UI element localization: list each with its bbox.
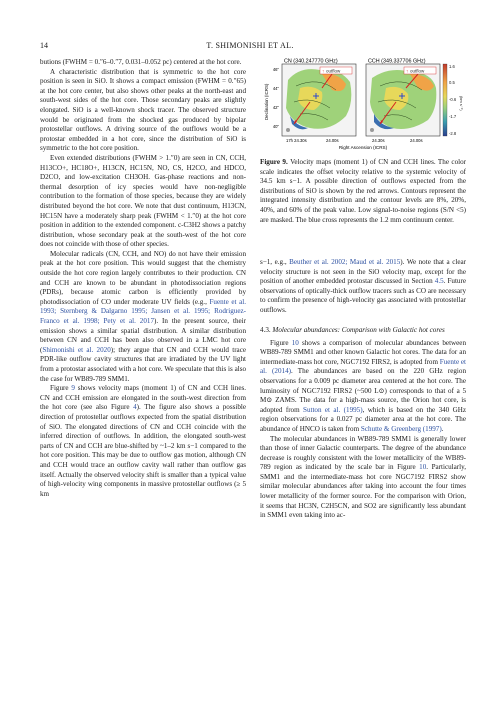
outflow-arrow-ne [321,73,333,89]
outflow-legend-arrow: ↑ [406,69,408,74]
x-tick: 24.30s [372,138,385,143]
outflow-arrow-sw [293,101,311,125]
right-column: ↑ outflow ↑ outflow [260,58,466,521]
figure-caption: Figure 9. Velocity maps (moment 1) of CN… [260,158,466,224]
y-tick: 46" [273,67,280,72]
colorbar-tick: -0.6 [449,97,457,102]
outflow-legend-label: outflow [326,69,341,74]
citation-link[interactable]: Shimonishi et al. 2020 [42,345,111,354]
paragraph: Figure 9 shows velocity maps (moment 1) … [40,384,246,498]
figure-link[interactable]: 9 [71,384,75,393]
figure-link[interactable]: 4 [133,403,137,412]
figure-link[interactable]: 10 [291,338,299,347]
outflow-legend-box [403,66,437,75]
cn-blue-region [290,116,308,130]
cn-contours [293,81,337,121]
panel-title-cn: CN (340.247770 GHz) [284,59,338,65]
y-axis-label: Declination (ICRS) [264,83,269,120]
colorbar-tick: 1.6 [449,64,455,69]
colorbar-label: (km s⁻¹) [459,96,464,111]
x-tick: 24.00s [410,138,423,143]
outflow-legend-box [319,66,353,75]
cn-yellow-region [298,86,323,110]
beam-ellipse [286,128,290,132]
velocity-maps: ↑ outflow ↑ outflow [264,59,464,151]
figure-9: ↑ outflow ↑ outflow [260,58,466,228]
colorbar-tick: -2.8 [449,131,457,136]
cn-red-region [322,73,346,92]
paragraph: Even extended distributions (FWHM > 1.″0… [40,153,246,249]
running-title: T. SHIMONISHI ET AL. [206,41,294,50]
beam-ellipse [370,128,374,132]
figure-link[interactable]: 10 [419,463,427,472]
outflow-legend-arrow: ↑ [322,69,324,74]
colorbar [442,63,448,137]
section-link[interactable]: 4.5 [434,277,444,286]
outflow-legend-label: outflow [410,69,425,74]
citation-link[interactable]: Sutton et al. (1995) [303,405,363,414]
cch-red-region [410,74,434,91]
citation-link[interactable]: Fuente et al. (2014) [260,357,466,376]
paragraph: Molecular radicals (CN, CCH, and NO) do … [40,249,246,383]
panel-title-cch: CCH (349.337706 GHz) [368,59,426,65]
x-axis-label: Right Ascension (ICRS) [339,145,388,150]
citation-link[interactable]: Schutte & Greenberg (1997) [360,424,442,433]
paragraph: The molecular abundances in WB89-789 SMM… [260,434,466,520]
x-tick: 24.00s [326,138,339,143]
page-number: 14 [40,41,48,50]
outflow-arrow-ne [405,73,419,89]
citation-link[interactable]: Beuther et al. 2002; Maud et al. 2015 [289,258,401,266]
x-tick: 17h 24.30s [286,138,307,143]
paragraph: butions (FWHM = 0.″6–0.″7, 0.031–0.052 p… [40,58,242,66]
y-tick: 44" [273,86,280,91]
colorbar-tick: -1.7 [449,114,457,119]
y-tick: 40" [273,124,280,129]
cch-yellow-region [384,86,409,110]
cch-blue-region [374,114,394,130]
y-tick: 42" [273,105,280,110]
outflow-arrow-sw [379,101,397,125]
paragraph: s−1, e.g., Beuther et al. 2002; Maud et … [260,258,466,314]
citation-link[interactable]: Fuente et al. 1993; Sternberg & Dalgarno… [40,297,246,326]
colorbar-tick: 0.5 [449,80,455,85]
left-column: butions (FWHM = 0.″6–0.″7, 0.031–0.052 p… [40,58,246,499]
section-heading: 4.3. Molecular abundances: Comparison wi… [260,325,445,334]
paragraph: Figure 10 shows a comparison of molecula… [260,338,467,433]
paragraph: A characteristic distribution that is sy… [40,67,246,153]
